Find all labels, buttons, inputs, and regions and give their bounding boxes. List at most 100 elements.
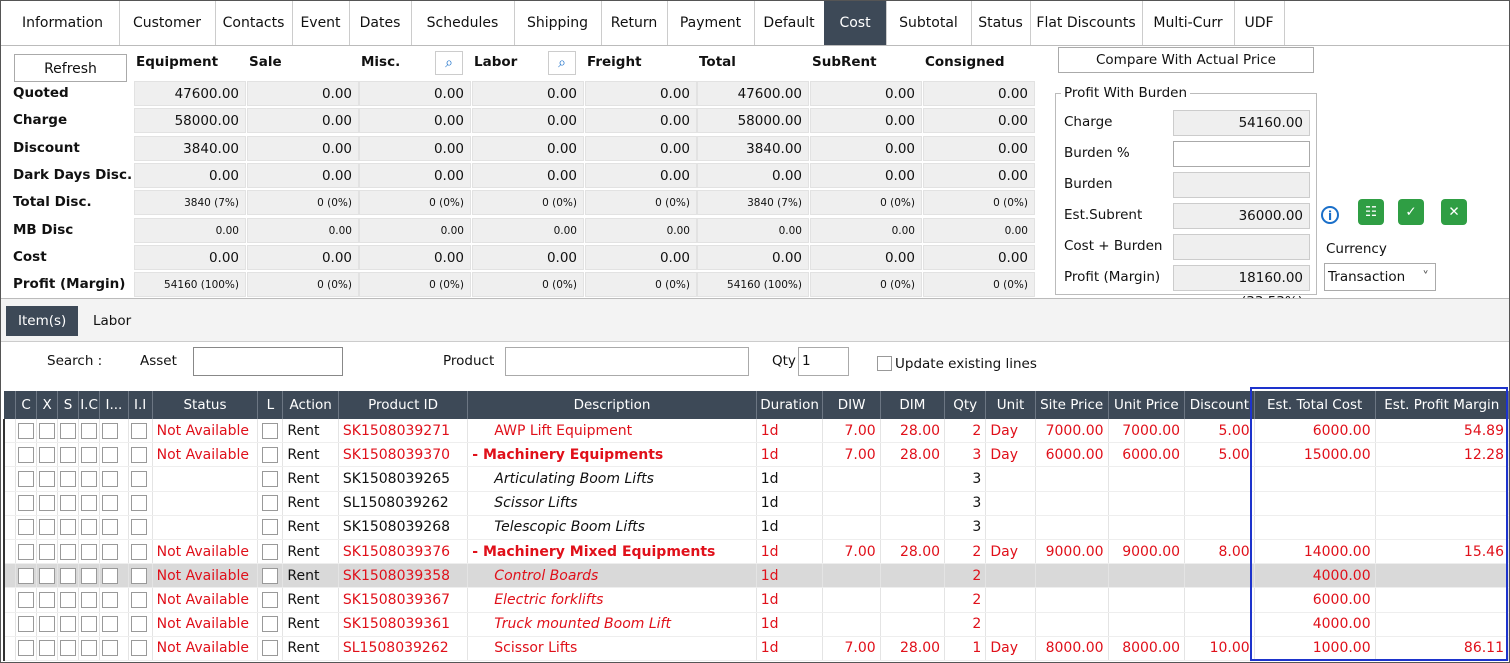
checkbox[interactable]	[130, 640, 147, 657]
product-input[interactable]	[505, 347, 749, 376]
item-row[interactable]: Not Available Rent SK1508039361 Truck mount…	[3, 612, 1509, 637]
checkbox[interactable]	[130, 591, 147, 608]
checkbox[interactable]	[130, 543, 147, 560]
checkbox[interactable]	[18, 567, 35, 584]
checkbox[interactable]	[81, 446, 98, 463]
checkbox[interactable]	[81, 422, 98, 439]
checkbox[interactable]	[60, 446, 77, 463]
checkbox[interactable]	[18, 470, 35, 487]
checkbox[interactable]	[18, 495, 35, 512]
checkbox[interactable]	[102, 519, 119, 536]
tab[interactable]: Cost	[824, 1, 887, 45]
checkbox[interactable]	[130, 519, 147, 536]
tab[interactable]: Customer	[119, 1, 216, 45]
checkbox[interactable]	[102, 616, 119, 633]
tab[interactable]: Return	[601, 1, 668, 45]
checkbox[interactable]	[262, 567, 279, 584]
subtab[interactable]: Item(s)	[6, 306, 79, 336]
search-icon[interactable]: ⌕	[435, 51, 463, 75]
checkbox[interactable]	[39, 519, 56, 536]
item-row[interactable]: Rent SL1508039262 Scissor Lifts 1d 3	[3, 491, 1509, 516]
cancel-button[interactable]: ✕	[1441, 199, 1467, 225]
checkbox[interactable]	[18, 591, 35, 608]
currency-select[interactable]: Transaction ˅	[1324, 263, 1436, 291]
checkbox[interactable]	[39, 543, 56, 560]
checkbox[interactable]	[102, 591, 119, 608]
checkbox[interactable]	[102, 446, 119, 463]
checkbox[interactable]	[60, 640, 77, 657]
checkbox[interactable]	[102, 640, 119, 657]
tab[interactable]: Information	[6, 1, 120, 45]
checkbox[interactable]	[60, 616, 77, 633]
checkbox[interactable]	[39, 422, 56, 439]
checkbox[interactable]	[262, 640, 279, 657]
checkbox[interactable]	[60, 567, 77, 584]
tab[interactable]: Shipping	[514, 1, 602, 45]
item-row[interactable]: Not Available Rent SK1508039376- Machinery…	[3, 539, 1509, 565]
tab[interactable]: Schedules	[411, 1, 515, 45]
tab[interactable]: Status	[971, 1, 1031, 45]
info-icon[interactable]: i	[1321, 206, 1339, 224]
checkbox[interactable]	[39, 640, 56, 657]
checkbox[interactable]	[39, 567, 56, 584]
tab[interactable]: Multi-Curr	[1142, 1, 1235, 45]
tab[interactable]: UDF	[1234, 1, 1285, 45]
checkbox[interactable]	[18, 616, 35, 633]
checkbox[interactable]	[39, 616, 56, 633]
checkbox[interactable]	[262, 446, 279, 463]
checkbox[interactable]	[130, 495, 147, 512]
checkbox[interactable]	[130, 422, 147, 439]
confirm-button[interactable]: ✓	[1398, 199, 1424, 225]
checkbox[interactable]	[18, 422, 35, 439]
checkbox[interactable]	[60, 470, 77, 487]
calculator-button[interactable]: ☷	[1358, 199, 1384, 225]
checkbox[interactable]	[262, 470, 279, 487]
item-row[interactable]: Not Available Rent SK1508039271 AWP Lift Eq…	[3, 419, 1509, 444]
refresh-button[interactable]: Refresh	[14, 54, 127, 82]
checkbox[interactable]	[39, 470, 56, 487]
tab[interactable]: Default	[754, 1, 825, 45]
checkbox[interactable]	[39, 591, 56, 608]
search-icon[interactable]: ⌕	[548, 51, 576, 75]
qty-input[interactable]: 1	[798, 347, 849, 376]
field-input[interactable]	[1173, 141, 1310, 167]
checkbox[interactable]	[130, 470, 147, 487]
item-row[interactable]: Not Available Rent SK1508039370- Machinery…	[3, 442, 1509, 468]
checkbox[interactable]	[81, 519, 98, 536]
checkbox[interactable]	[102, 567, 119, 584]
checkbox[interactable]	[102, 422, 119, 439]
tab[interactable]: Flat Discounts	[1030, 1, 1143, 45]
asset-input[interactable]	[193, 347, 343, 376]
checkbox[interactable]	[262, 422, 279, 439]
compare-button[interactable]: Compare With Actual Price	[1058, 47, 1314, 73]
item-row[interactable]: Rent SK1508039265 Articulating Boom Lifts 1…	[3, 466, 1509, 492]
item-row[interactable]: Not Available Rent SK1508039367 Electric fo…	[3, 587, 1509, 613]
item-row[interactable]: Not Available Rent SK1508039358 Control Boa…	[3, 563, 1509, 589]
checkbox[interactable]	[262, 543, 279, 560]
checkbox[interactable]	[130, 567, 147, 584]
tab[interactable]: Contacts	[215, 1, 293, 45]
checkbox[interactable]	[262, 616, 279, 633]
checkbox[interactable]	[102, 543, 119, 560]
checkbox[interactable]	[262, 591, 279, 608]
checkbox[interactable]	[39, 495, 56, 512]
subtab[interactable]: Labor	[93, 313, 132, 329]
checkbox[interactable]	[60, 422, 77, 439]
checkbox[interactable]	[81, 567, 98, 584]
update-checkbox[interactable]	[877, 356, 892, 371]
checkbox[interactable]	[102, 495, 119, 512]
checkbox[interactable]	[130, 446, 147, 463]
checkbox[interactable]	[81, 591, 98, 608]
tab[interactable]: Subtotal	[886, 1, 972, 45]
item-row[interactable]: Rent SK1508039268 Telescopic Boom Lifts 1d 3	[3, 515, 1509, 540]
item-row[interactable]: Not Available Rent SL1508039262 Scissor Lif…	[3, 636, 1509, 661]
tab[interactable]: Payment	[667, 1, 755, 45]
checkbox[interactable]	[102, 470, 119, 487]
checkbox[interactable]	[130, 616, 147, 633]
checkbox[interactable]	[18, 519, 35, 536]
checkbox[interactable]	[81, 616, 98, 633]
tab[interactable]: Event	[292, 1, 350, 45]
tab[interactable]: Dates	[349, 1, 412, 45]
checkbox[interactable]	[60, 495, 77, 512]
checkbox[interactable]	[60, 519, 77, 536]
